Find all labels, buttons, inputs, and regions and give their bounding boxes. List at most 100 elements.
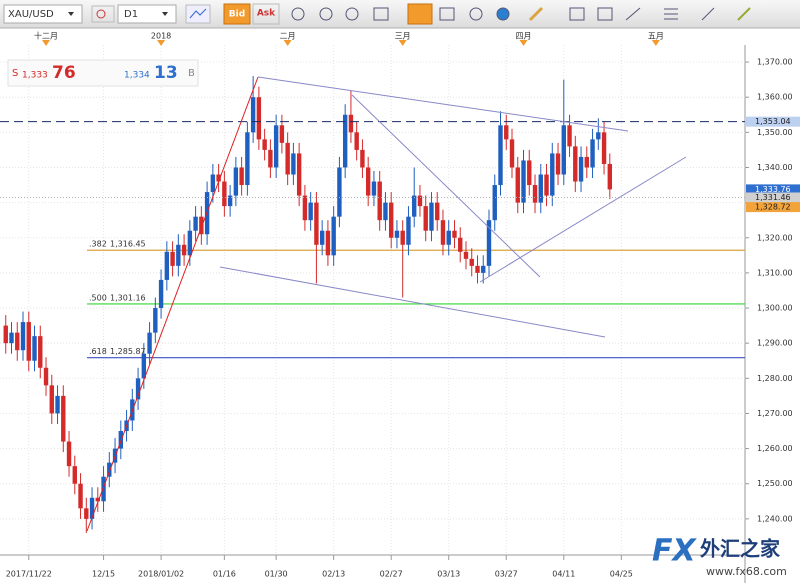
- icon[interactable]: [291, 7, 305, 21]
- sell-big[interactable]: 76: [52, 63, 76, 83]
- timeframe-text: D1: [124, 9, 138, 20]
- candle-body: [331, 216, 336, 256]
- candle-body: [360, 149, 365, 168]
- candle-body: [498, 125, 503, 186]
- candle-body: [95, 497, 100, 502]
- buy-big[interactable]: 13: [154, 63, 178, 83]
- month-label: 二月: [280, 32, 296, 41]
- candle-body: [429, 202, 434, 231]
- x-tick-label: 02/13: [322, 570, 345, 579]
- candle-body: [607, 163, 613, 190]
- candle-body: [504, 125, 509, 140]
- month-marker: [283, 40, 292, 46]
- icon[interactable]: [91, 5, 115, 23]
- icon[interactable]: [701, 7, 715, 21]
- candle-body: [601, 132, 607, 164]
- price-marker: [746, 192, 800, 203]
- candle-body: [262, 139, 267, 150]
- icon[interactable]: [345, 7, 359, 21]
- trend-line: [351, 94, 541, 278]
- candle-body: [239, 167, 244, 186]
- y-tick-label: 1,340.00: [757, 163, 793, 172]
- y-tick-label: 1,260.00: [757, 444, 793, 453]
- price-marker: [746, 116, 800, 127]
- icon[interactable]: [319, 7, 333, 21]
- timeframe-select[interactable]: [117, 4, 177, 24]
- candle-body: [406, 216, 411, 245]
- fib-value: 1,316.45: [110, 240, 146, 249]
- candle-body: [348, 114, 354, 133]
- price-marker-label: 1,328.72: [755, 203, 791, 212]
- watermark: FX 外汇之家 www.fx68.com: [652, 534, 787, 579]
- icon[interactable]: [569, 7, 585, 21]
- candle-body: [3, 325, 8, 344]
- candle-body: [147, 332, 152, 354]
- candle-body: [153, 308, 158, 333]
- candle-body: [388, 202, 394, 238]
- candle-body: [273, 125, 279, 168]
- candle-body: [176, 244, 181, 266]
- price-marker-label: 1,331.46: [755, 193, 791, 202]
- candle-body: [550, 153, 555, 196]
- month-label: 五月: [648, 32, 664, 41]
- price-marker: [746, 184, 800, 195]
- candle-body: [544, 174, 549, 196]
- icon[interactable]: [597, 7, 613, 21]
- candle-body: [164, 251, 170, 280]
- candle-body: [400, 230, 405, 245]
- price-marker-label: 1,353.04: [755, 117, 791, 126]
- candle-body: [78, 483, 83, 509]
- candle-body: [285, 142, 290, 175]
- watermark-brand: FX: [652, 534, 697, 569]
- watermark-name: 外汇之家: [700, 537, 781, 561]
- month-label: 四月: [516, 32, 532, 41]
- price-marker: [746, 202, 800, 213]
- candle-body: [452, 230, 457, 238]
- ask-button[interactable]: [252, 3, 280, 25]
- x-tick-label: 2018/01/02: [138, 570, 184, 579]
- x-tick-label: 03/13: [437, 570, 460, 579]
- sell-small: 1,333: [22, 71, 48, 81]
- icon[interactable]: [528, 6, 544, 22]
- x-tick-label: 01/16: [213, 570, 236, 579]
- month-label: 三月: [395, 32, 411, 41]
- icon[interactable]: [439, 7, 455, 21]
- icon-glyph: [96, 9, 106, 19]
- x-tick-label: 04/25: [610, 570, 633, 579]
- icon[interactable]: [496, 7, 510, 21]
- candle-body: [596, 132, 601, 140]
- candle-body: [187, 230, 193, 256]
- candle-body: [337, 167, 342, 217]
- candle-body: [567, 125, 572, 147]
- candle-body: [141, 353, 147, 379]
- icon[interactable]: [737, 7, 751, 21]
- symbol-select[interactable]: [3, 4, 83, 24]
- buy-small: 1,334: [124, 71, 150, 81]
- month-marker: [42, 40, 51, 46]
- icon[interactable]: [469, 7, 483, 21]
- quote-box: [7, 59, 199, 87]
- candle-body: [532, 185, 538, 203]
- candle-body: [199, 216, 204, 235]
- icon[interactable]: [407, 3, 433, 25]
- fib-value: 1,301.16: [110, 293, 146, 302]
- month-label: 2018: [151, 32, 171, 41]
- watermark-url: www.fx68.com: [706, 565, 787, 578]
- buy-suffix: B: [188, 68, 195, 79]
- candle-body: [555, 153, 561, 175]
- icon[interactable]: [185, 4, 211, 24]
- candle-body: [233, 167, 239, 196]
- candle-body: [101, 476, 106, 502]
- bid-button[interactable]: [223, 3, 251, 25]
- candle-body: [38, 336, 43, 368]
- icon[interactable]: [373, 7, 389, 21]
- candle-body: [573, 146, 578, 182]
- candle-body: [216, 174, 221, 182]
- candle-body: [193, 216, 198, 231]
- quote-panel: S 1,333 76 1,334 13 B: [7, 59, 199, 87]
- y-tick-label: 1,250.00: [757, 479, 793, 488]
- icon[interactable]: [625, 7, 641, 21]
- candle-body: [423, 206, 428, 231]
- plot-area: [0, 45, 745, 555]
- y-tick-label: 1,360.00: [757, 93, 793, 102]
